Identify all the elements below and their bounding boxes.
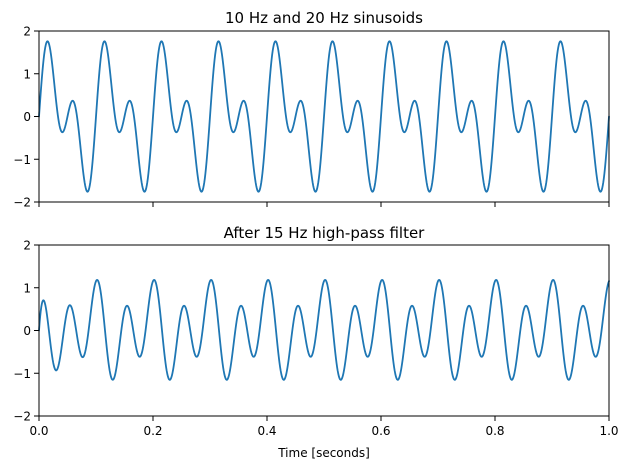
bottom-subplot: After 15 Hz high-pass filter 2 1 0 −1 −2… bbox=[13, 224, 618, 460]
bottom-ytick-label-neg2: −2 bbox=[13, 410, 31, 424]
bottom-y-ticks: 2 1 0 −1 −2 bbox=[13, 239, 39, 424]
bottom-x-axis-label: Time [seconds] bbox=[277, 446, 370, 460]
top-ytick-label-neg2: −2 bbox=[13, 196, 31, 210]
bottom-x-ticks: 0.0 0.2 0.4 0.6 0.8 1.0 bbox=[29, 416, 619, 438]
top-ytick-label-neg1: −1 bbox=[13, 153, 31, 167]
bottom-chart-title: After 15 Hz high-pass filter bbox=[224, 224, 426, 242]
top-ytick-label-1: 1 bbox=[23, 67, 31, 81]
bottom-axes-frame bbox=[38, 244, 610, 417]
top-chart-title: 10 Hz and 20 Hz sinusoids bbox=[225, 9, 423, 27]
bottom-xtick-label-0-2: 0.2 bbox=[143, 424, 162, 438]
bottom-ytick-label-1: 1 bbox=[23, 281, 31, 295]
bottom-xtick-label-1-0: 1.0 bbox=[599, 424, 618, 438]
top-x-ticks bbox=[38, 202, 610, 207]
top-ytick-label-2: 2 bbox=[23, 25, 31, 39]
bottom-xtick-label-0-6: 0.6 bbox=[371, 424, 390, 438]
top-y-ticks: 2 1 0 −1 −2 bbox=[13, 25, 39, 210]
bottom-xtick-label-0-8: 0.8 bbox=[485, 424, 504, 438]
top-series-line bbox=[38, 40, 610, 193]
bottom-xtick-label-0-4: 0.4 bbox=[257, 424, 276, 438]
bottom-ytick-label-neg1: −1 bbox=[13, 367, 31, 381]
bottom-ytick-label-0: 0 bbox=[23, 324, 31, 338]
bottom-xtick-label-0-0: 0.0 bbox=[29, 424, 48, 438]
top-subplot: 10 Hz and 20 Hz sinusoids 2 1 0 −1 −2 bbox=[13, 9, 610, 210]
bottom-ytick-label-2: 2 bbox=[23, 239, 31, 253]
top-ytick-label-0: 0 bbox=[23, 110, 31, 124]
bottom-series-line bbox=[38, 278, 610, 381]
